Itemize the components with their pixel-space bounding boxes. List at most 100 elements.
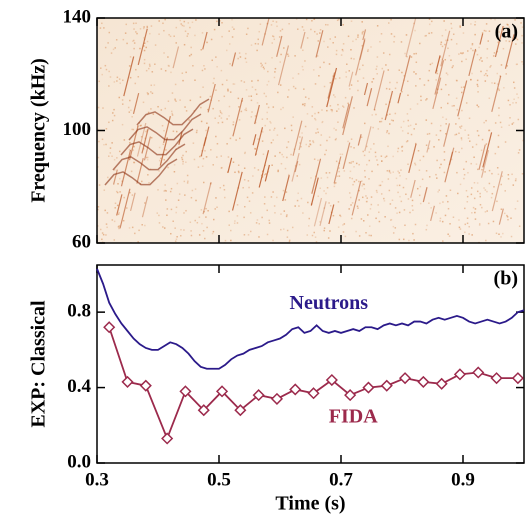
noise-dot [392, 171, 395, 173]
noise-dot [173, 35, 175, 37]
noise-dot [362, 220, 365, 222]
noise-dot [426, 98, 428, 100]
diamond-marker [197, 404, 210, 417]
noise-dot [198, 216, 201, 218]
noise-dot [323, 227, 326, 229]
noise-dot [477, 134, 480, 137]
mode-streak [491, 171, 503, 212]
noise-dot [486, 57, 488, 59]
mode-streak [435, 55, 441, 74]
mode-streak [362, 29, 367, 41]
noise-dot [113, 158, 116, 161]
noise-dot [211, 232, 214, 235]
noise-dot [380, 193, 383, 195]
noise-dot [507, 173, 510, 176]
noise-dot [379, 120, 381, 123]
noise-dot [244, 152, 246, 155]
noise-dot [480, 70, 482, 73]
noise-dot [195, 19, 197, 21]
diamond-marker [103, 321, 116, 334]
noise-dot [137, 241, 139, 243]
noise-dot [292, 116, 294, 118]
noise-dot [268, 222, 271, 224]
noise-dot [443, 159, 446, 161]
noise-dot [448, 94, 450, 96]
noise-dot [410, 56, 413, 58]
noise-dot [377, 128, 380, 130]
noise-dot [471, 42, 474, 45]
noise-dot [384, 216, 386, 218]
noise-dot [305, 18, 308, 21]
noise-dot [108, 70, 110, 73]
noise-dot [439, 220, 441, 222]
mode-streak [328, 204, 335, 225]
noise-dot [194, 219, 196, 222]
noise-dot [509, 104, 511, 106]
noise-dot [263, 68, 265, 70]
noise-dot [147, 174, 149, 176]
noise-dot [464, 231, 466, 234]
noise-dot [145, 130, 147, 133]
noise-dot [146, 40, 149, 43]
noise-dot [472, 206, 475, 209]
mode-streak [254, 127, 264, 156]
noise-dot [349, 170, 352, 173]
noise-dot [417, 149, 420, 152]
noise-dot [435, 212, 437, 214]
noise-dot [272, 106, 275, 108]
noise-dot [521, 34, 523, 37]
noise-dot [146, 158, 149, 161]
noise-dot [243, 234, 246, 236]
noise-dot [251, 111, 253, 113]
noise-dot [97, 106, 100, 109]
noise-dot [113, 169, 116, 171]
noise-dot [452, 33, 455, 36]
noise-dot [333, 127, 335, 130]
noise-dot [180, 234, 182, 237]
series-label: FIDA [329, 405, 378, 427]
noise-dot [328, 136, 331, 138]
diamond-marker [121, 375, 134, 388]
noise-dot [179, 19, 181, 22]
noise-dot [129, 99, 131, 102]
noise-dot [490, 18, 492, 20]
mode-streak [207, 83, 216, 113]
noise-dot [371, 114, 373, 116]
noise-dot [435, 79, 437, 81]
noise-dot [221, 22, 223, 24]
mode-streak [504, 34, 515, 69]
noise-dot [479, 203, 482, 206]
noise-dot [210, 149, 212, 151]
noise-dot [313, 18, 316, 20]
noise-dot [265, 95, 267, 98]
noise-dot [170, 71, 172, 74]
noise-dot [191, 21, 194, 24]
noise-dot [227, 90, 229, 92]
spectrogram-background [97, 18, 524, 243]
noise-dot [416, 187, 419, 190]
noise-dot [146, 26, 149, 29]
noise-dot [401, 145, 404, 148]
noise-dot [350, 20, 353, 22]
mode-streak [426, 140, 431, 153]
noise-dot [413, 128, 415, 130]
noise-dot [287, 89, 290, 91]
diamond-marker [511, 372, 524, 385]
noise-dot [258, 223, 261, 225]
noise-dot [353, 147, 355, 149]
noise-dot [395, 177, 398, 180]
y-axis-label: EXP: Classical [28, 300, 50, 428]
noise-dot [388, 169, 391, 172]
noise-dot [496, 167, 499, 169]
noise-dot [462, 32, 465, 34]
noise-dot [384, 156, 387, 159]
noise-dot [226, 79, 228, 82]
noise-dot [248, 200, 251, 202]
noise-dot [213, 77, 215, 80]
noise-dot [510, 217, 512, 219]
noise-dot [196, 129, 198, 132]
noise-dot [223, 95, 226, 98]
noise-dot [283, 210, 286, 212]
noise-dot [459, 228, 462, 230]
noise-dot [502, 232, 504, 235]
